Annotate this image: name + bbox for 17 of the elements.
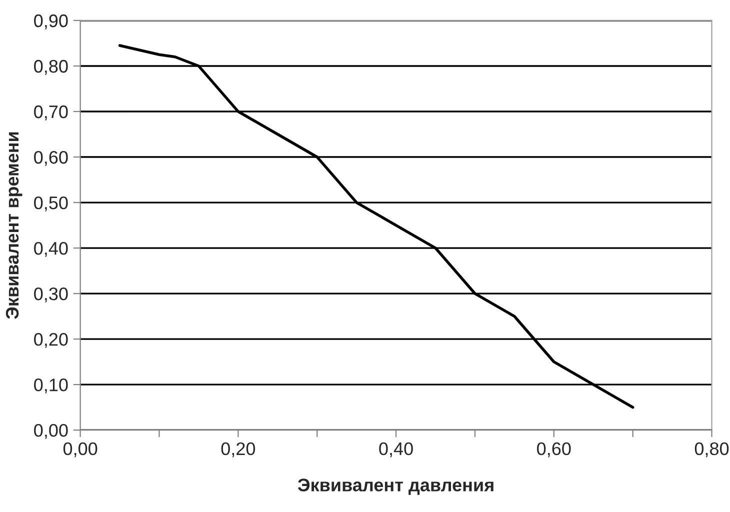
y-tick-label: 0,30	[34, 287, 68, 302]
y-tick-label: 0,80	[34, 60, 68, 75]
y-tick-label: 0,90	[34, 14, 68, 30]
x-tick-label: 0,80	[694, 442, 729, 458]
y-tick-label: 0,40	[34, 242, 68, 257]
x-tick-label: 0,20	[221, 442, 256, 458]
y-tick-label: 0,50	[34, 196, 68, 212]
y-tick-label: 0,00	[34, 424, 68, 439]
y-tick-label: 0,10	[34, 378, 68, 394]
x-axis-title: Эквивалент давления	[298, 478, 494, 495]
x-tick-label: 0,60	[537, 442, 571, 458]
y-tick-label: 0,60	[34, 150, 68, 166]
y-axis-title: Эквивалент времени	[6, 132, 22, 319]
y-tick-label: 0,70	[34, 105, 68, 120]
y-tick-label: 0,20	[34, 332, 68, 348]
text: 0,00	[63, 442, 98, 458]
x-tick-label: 0,40	[379, 442, 413, 458]
